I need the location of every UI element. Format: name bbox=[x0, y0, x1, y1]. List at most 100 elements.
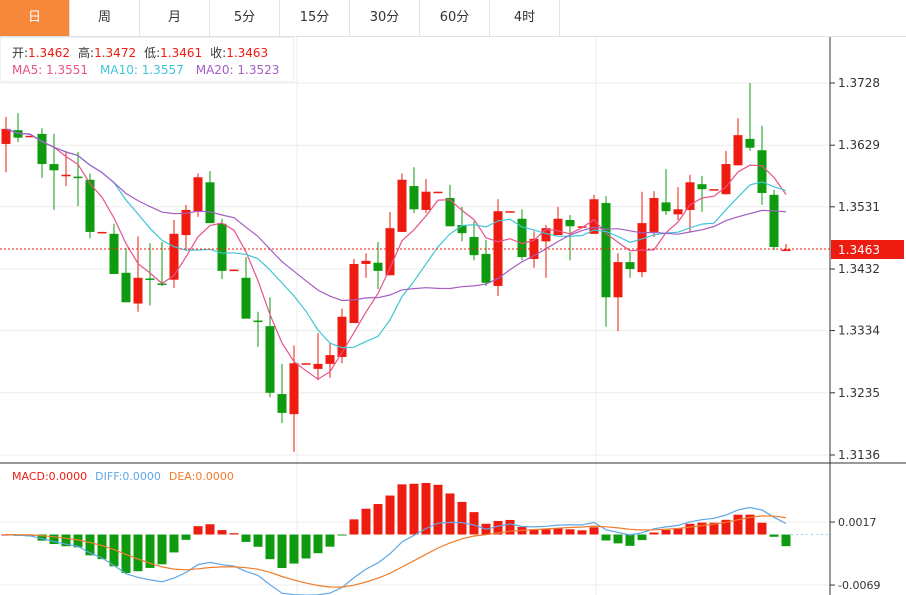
macd-bar bbox=[709, 522, 719, 535]
candle-down bbox=[109, 233, 119, 275]
candle-down bbox=[769, 194, 779, 248]
y-tick-label: 1.3432 bbox=[838, 262, 880, 276]
macd-tick-label: 0.0017 bbox=[838, 516, 877, 529]
moving-averages bbox=[5, 128, 787, 380]
tab-30min[interactable]: 30分 bbox=[350, 0, 420, 36]
candle-down bbox=[37, 133, 47, 165]
macd-bar bbox=[757, 522, 767, 535]
tab-15min[interactable]: 15分 bbox=[280, 0, 350, 36]
candle-up bbox=[301, 363, 311, 365]
y-tick-label: 1.3334 bbox=[838, 324, 880, 338]
macd-bar bbox=[673, 528, 683, 535]
close-value: 1.3463 bbox=[226, 46, 268, 60]
candle-down bbox=[757, 150, 767, 193]
candle-down bbox=[481, 253, 491, 283]
tab-month[interactable]: 月 bbox=[140, 0, 210, 36]
candle-up bbox=[169, 233, 179, 280]
macd-bar bbox=[313, 534, 323, 554]
candle-down bbox=[253, 320, 263, 323]
candle-up bbox=[337, 316, 347, 357]
ma5-legend: MA5: 1.3551 bbox=[12, 63, 88, 77]
candle-up bbox=[721, 164, 731, 195]
price-axis: 1.3728 1.3629 1.3531 1.3432 1.3334 1.3235 1.31… bbox=[830, 76, 880, 462]
current-price-box bbox=[831, 240, 904, 259]
candle-down bbox=[565, 219, 575, 227]
macd-bar bbox=[637, 534, 647, 541]
candle-up bbox=[349, 263, 359, 324]
candle-down bbox=[85, 179, 95, 232]
macd-bar bbox=[433, 484, 443, 535]
macd-bar bbox=[733, 514, 743, 535]
macd-bar bbox=[661, 529, 671, 535]
candle-down bbox=[145, 278, 155, 280]
high-label: 高: bbox=[78, 45, 94, 60]
candle-up bbox=[421, 191, 431, 210]
macd-bar bbox=[625, 534, 635, 546]
candle-down bbox=[409, 186, 419, 210]
macd-bar bbox=[337, 534, 347, 536]
candle-up bbox=[229, 269, 239, 272]
macd-bar bbox=[697, 522, 707, 535]
macd-bar bbox=[241, 534, 251, 542]
legend-box bbox=[0, 37, 294, 82]
macd-bar bbox=[469, 512, 479, 535]
macd-bar bbox=[289, 534, 299, 564]
diff-legend-value: DIFF:0.0000 bbox=[95, 470, 161, 483]
candle-up bbox=[385, 228, 395, 276]
candle-down bbox=[625, 262, 635, 269]
macd-bar bbox=[529, 529, 539, 535]
y-tick-label: 1.3136 bbox=[838, 448, 880, 462]
y-tick-label: 1.3531 bbox=[838, 200, 880, 214]
tab-day[interactable]: 日 bbox=[0, 0, 70, 36]
macd-bar bbox=[541, 529, 551, 535]
candles bbox=[1, 83, 791, 452]
candle-up bbox=[649, 197, 659, 232]
candle-down bbox=[277, 394, 287, 413]
ohlc-legend: 开:1.3462 高:1.3472 低:1.3461 收:1.3463 MA5: 1.… bbox=[12, 45, 279, 77]
macd-bar bbox=[61, 534, 71, 547]
open-label: 开: bbox=[12, 46, 28, 60]
candle-down bbox=[469, 236, 479, 256]
candle-down bbox=[661, 202, 671, 212]
candle-up bbox=[613, 262, 623, 298]
macd-bar bbox=[97, 534, 107, 560]
macd-bar bbox=[589, 527, 599, 535]
candle-down bbox=[73, 176, 83, 179]
macd-bar bbox=[133, 534, 143, 572]
tab-5min[interactable]: 5分 bbox=[210, 0, 280, 36]
ma20-legend: MA20: 1.3523 bbox=[196, 63, 280, 77]
macd-bar bbox=[361, 508, 371, 535]
candle-up bbox=[289, 363, 299, 415]
macd-bar bbox=[601, 534, 611, 541]
macd-tick-label: -0.0069 bbox=[838, 579, 880, 592]
macd-bar bbox=[325, 534, 335, 547]
tab-week[interactable]: 周 bbox=[70, 0, 140, 36]
ma10-legend: MA10: 1.3557 bbox=[100, 63, 184, 77]
macd-bar bbox=[685, 523, 695, 535]
macd-bar bbox=[253, 534, 263, 547]
macd-bar bbox=[349, 519, 359, 535]
diff-line bbox=[5, 506, 787, 595]
candle-up bbox=[397, 179, 407, 232]
macd-bar bbox=[493, 520, 503, 535]
candle-down bbox=[517, 218, 527, 258]
macd-bar bbox=[181, 534, 191, 540]
y-tick-label: 1.3629 bbox=[838, 138, 880, 152]
macd-bar bbox=[397, 484, 407, 535]
ma20-line bbox=[5, 128, 787, 302]
macd-bar bbox=[457, 501, 467, 535]
tab-4hour[interactable]: 4时 bbox=[490, 0, 560, 36]
candle-down bbox=[745, 138, 755, 148]
tab-60min[interactable]: 60分 bbox=[420, 0, 490, 36]
candle-down bbox=[241, 277, 251, 319]
close-label: 收: bbox=[210, 46, 226, 60]
candle-up bbox=[193, 177, 203, 212]
candle-up bbox=[433, 191, 443, 194]
low-value: 1.3461 bbox=[160, 46, 202, 60]
candle-down bbox=[217, 223, 227, 271]
macd-bar bbox=[73, 534, 83, 548]
candle-down bbox=[601, 203, 611, 298]
